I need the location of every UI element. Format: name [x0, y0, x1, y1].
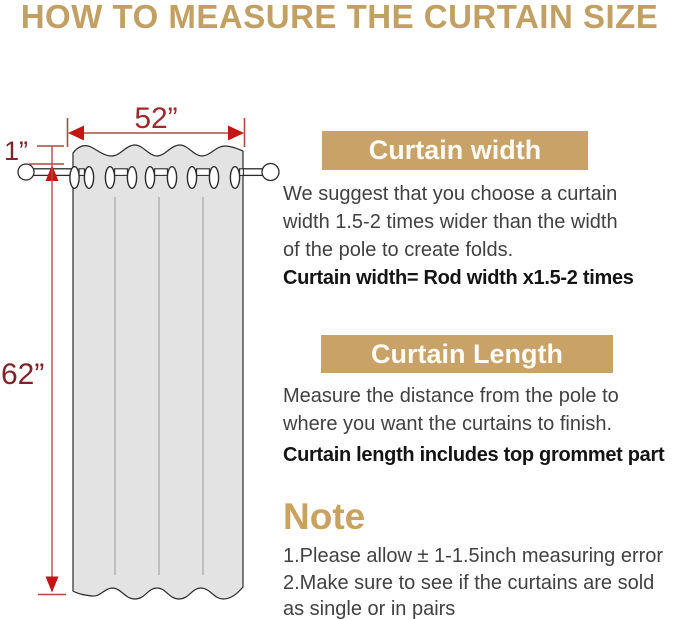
- body-line: width 1.5-2 times wider than the width: [283, 211, 618, 233]
- curtain-length-body: Measure the distance from the pole to wh…: [283, 382, 619, 438]
- rod-finial-right: [261, 162, 280, 182]
- curtain-length-formula: Curtain length includes top grommet part: [283, 444, 665, 466]
- length-measure: 62”: [1, 146, 66, 596]
- body-line: We suggest that you choose a curtain: [283, 183, 618, 205]
- arrow-left-icon: [68, 125, 84, 141]
- body-line: Measure the distance from the pole to: [283, 385, 619, 407]
- width-measure-label: 52”: [134, 102, 177, 135]
- curtain-width-heading: Curtain width: [322, 131, 588, 170]
- curtain-width-body: We suggest that you choose a curtain wid…: [283, 180, 618, 264]
- curtain-width-formula: Curtain width= Rod width x1.5-2 times: [283, 267, 634, 289]
- grommet-measure-label: 1”: [4, 136, 28, 166]
- grommets: [69, 165, 244, 189]
- length-measure-label: 62”: [1, 358, 44, 391]
- note-line: as single or in pairs: [283, 598, 456, 619]
- curtain-length-heading: Curtain Length: [321, 335, 613, 373]
- curtain-diagram: 52” 1” 62”: [1, 102, 280, 600]
- arrow-down-icon: [45, 576, 59, 593]
- note-heading: Note: [283, 496, 366, 537]
- curtain-panel: [72, 144, 244, 600]
- note-line: 1.Please allow ± 1-1.5inch measuring err…: [283, 545, 664, 567]
- rod-finial-left: [17, 163, 35, 181]
- arrow-right-icon: [228, 125, 244, 141]
- note-body: 1.Please allow ± 1-1.5inch measuring err…: [283, 543, 663, 619]
- page-title: HOW TO MEASURE THE CURTAIN SIZE: [20, 0, 659, 35]
- note-line: 2.Make sure to see if the curtains are s…: [283, 571, 655, 594]
- width-measure: 52”: [66, 102, 246, 147]
- body-line: of the pole to create folds.: [283, 239, 514, 261]
- grommet-measure: 1”: [4, 136, 64, 181]
- body-line: where you want the curtains to finish.: [283, 413, 613, 435]
